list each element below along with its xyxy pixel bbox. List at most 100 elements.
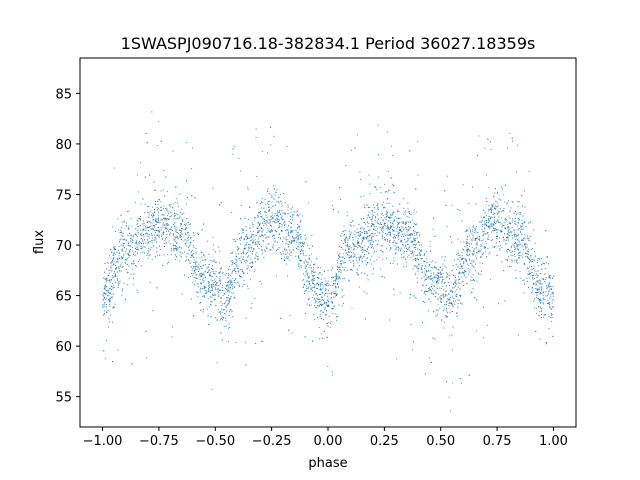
data-point — [155, 224, 157, 226]
data-point — [524, 243, 526, 245]
data-point — [492, 223, 494, 225]
data-point — [264, 234, 266, 236]
data-point — [545, 343, 547, 345]
data-point — [296, 241, 298, 243]
data-point — [551, 314, 552, 316]
data-point — [446, 308, 447, 310]
data-point — [155, 203, 156, 205]
data-point — [293, 239, 295, 241]
data-point — [138, 225, 140, 227]
data-point — [177, 202, 179, 204]
data-point — [232, 153, 234, 155]
data-point — [368, 223, 370, 225]
data-point — [396, 230, 398, 232]
data-point — [139, 225, 141, 227]
data-point — [552, 293, 554, 295]
data-point — [402, 244, 404, 246]
data-point — [378, 176, 380, 178]
data-point — [368, 174, 370, 176]
data-point — [473, 252, 475, 254]
data-point — [517, 225, 519, 227]
data-point — [414, 272, 416, 274]
data-point — [411, 233, 413, 235]
data-point — [120, 244, 122, 246]
data-point — [544, 299, 546, 301]
data-point — [276, 189, 278, 191]
data-point — [534, 255, 536, 257]
data-point — [411, 240, 413, 242]
data-point — [274, 194, 276, 196]
data-point — [230, 287, 231, 289]
data-point — [148, 227, 150, 228]
data-point — [110, 300, 112, 302]
data-point — [346, 244, 348, 246]
data-point — [492, 230, 494, 232]
data-point — [535, 307, 537, 309]
data-point — [113, 263, 115, 265]
data-point — [507, 251, 508, 253]
data-point — [171, 247, 172, 249]
data-point — [488, 220, 490, 222]
data-point — [253, 236, 255, 238]
data-point — [193, 273, 195, 275]
data-point — [273, 234, 274, 236]
data-point — [417, 242, 419, 244]
data-point — [235, 253, 237, 255]
data-point — [333, 209, 335, 211]
data-point — [143, 229, 145, 231]
data-point — [118, 283, 120, 285]
data-point — [175, 213, 177, 215]
data-point — [369, 207, 371, 208]
data-point — [541, 287, 543, 289]
data-point — [528, 257, 530, 259]
data-point — [548, 290, 550, 292]
data-point — [463, 249, 465, 251]
data-point — [419, 250, 421, 252]
data-point — [531, 266, 533, 268]
data-point — [138, 242, 140, 244]
data-point — [383, 222, 385, 224]
data-point — [394, 245, 396, 247]
data-point — [148, 248, 150, 249]
data-point — [430, 267, 432, 268]
data-point — [105, 281, 107, 283]
data-point — [443, 294, 445, 296]
data-point — [542, 295, 544, 297]
data-point — [413, 209, 415, 211]
data-point — [366, 247, 368, 249]
data-point — [381, 204, 383, 206]
data-point — [461, 258, 463, 260]
data-point — [152, 216, 154, 218]
data-point — [400, 235, 402, 237]
data-point — [309, 304, 311, 306]
data-point — [397, 233, 399, 235]
data-point — [334, 293, 336, 295]
data-point — [276, 250, 277, 251]
data-point — [198, 266, 199, 268]
data-point — [301, 215, 303, 217]
data-point — [518, 233, 520, 235]
data-point — [186, 203, 188, 205]
data-point — [421, 289, 423, 291]
data-point — [433, 289, 435, 291]
data-point — [181, 224, 183, 226]
data-point — [213, 285, 215, 287]
data-point — [361, 226, 363, 228]
data-point — [256, 252, 258, 254]
data-point — [430, 286, 432, 288]
data-point — [461, 281, 463, 283]
data-point — [318, 277, 320, 279]
data-point — [103, 306, 105, 308]
data-point — [129, 245, 131, 247]
data-point — [129, 249, 131, 251]
data-point — [340, 268, 342, 270]
data-point — [117, 259, 119, 261]
data-point — [207, 272, 209, 273]
data-point — [109, 281, 111, 283]
data-point — [511, 201, 513, 203]
data-point — [541, 308, 543, 310]
data-point — [350, 261, 352, 263]
data-point — [515, 235, 517, 237]
data-point — [337, 276, 339, 278]
data-point — [116, 271, 118, 273]
